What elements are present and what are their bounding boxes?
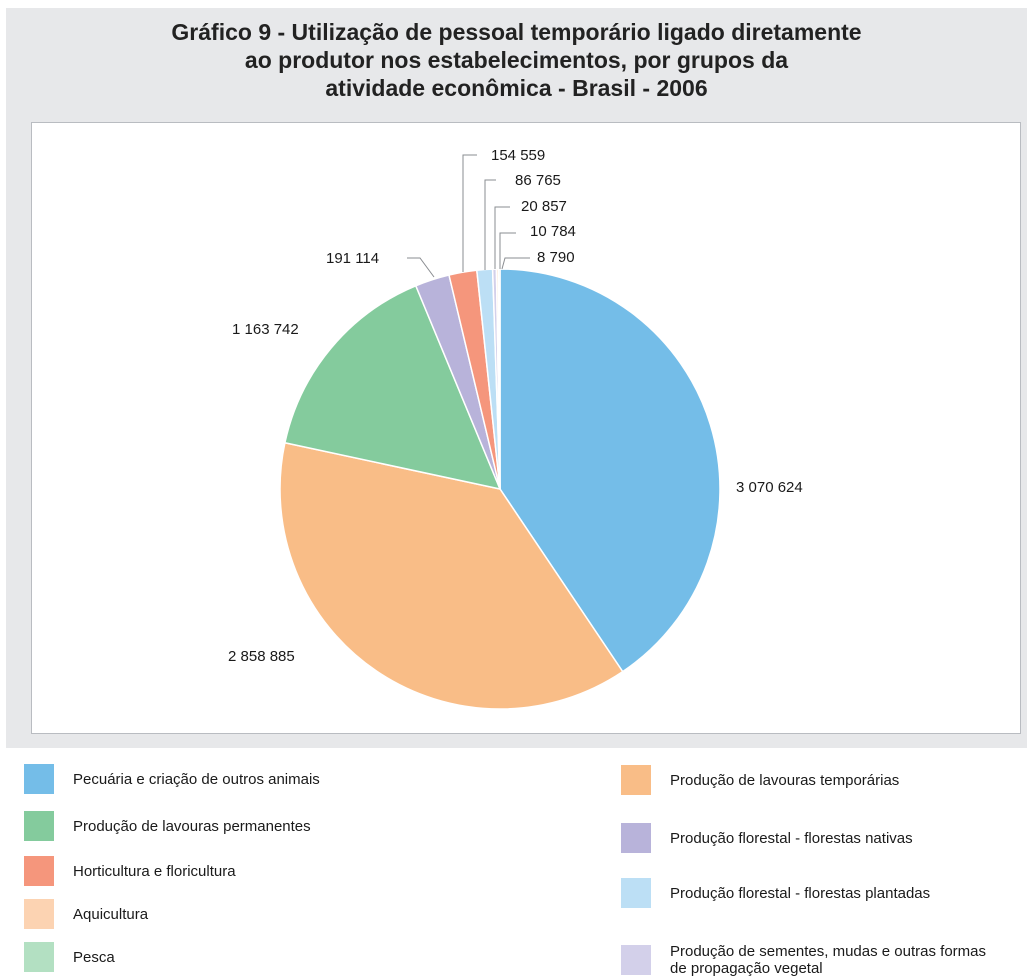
chart-title: Gráfico 9 - Utilização de pessoal tempor…: [6, 18, 1027, 102]
data-label-4: 191 114: [326, 250, 379, 267]
leader-line-4: [407, 257, 435, 278]
pie-slice-2: [279, 441, 624, 710]
chart-title-line-2: ao produtor nos estabelecimentos, por gr…: [244, 47, 789, 73]
chart-title-line-3: atividade econômica - Brasil - 2006: [325, 75, 708, 101]
chart-title-line-1: Gráfico 9 - Utilização de pessoal tempor…: [171, 19, 862, 45]
leader-line-7: [494, 206, 510, 269]
data-label-3: 1 163 742: [232, 321, 299, 338]
leader-line-6: [484, 179, 496, 270]
leader-line-8: [499, 232, 516, 269]
pie-slice-3: [284, 284, 502, 491]
data-label-1: 3 070 624: [736, 479, 803, 496]
data-label-2: 2 858 885: [228, 648, 295, 665]
data-label-6: 86 765: [515, 172, 561, 189]
data-label-8: 10 784: [530, 223, 576, 240]
leader-line-5: [462, 154, 477, 272]
data-label-5: 154 559: [491, 147, 545, 164]
data-label-9: 8 790: [537, 249, 575, 266]
leader-line-9: [501, 257, 530, 270]
pie-slice-1: [499, 268, 721, 673]
data-label-7: 20 857: [521, 198, 567, 215]
